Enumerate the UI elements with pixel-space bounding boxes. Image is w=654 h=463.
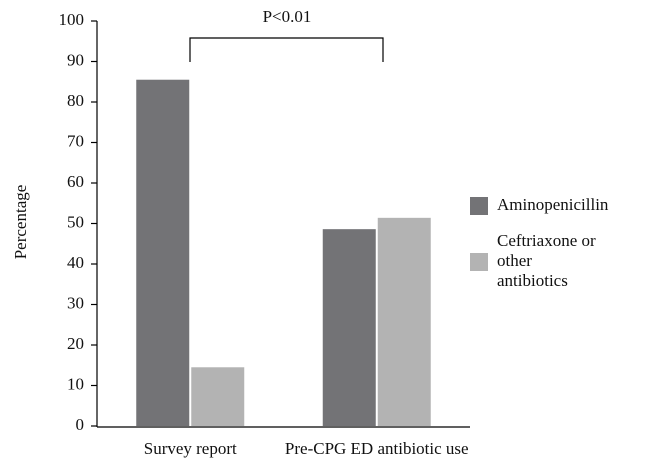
- y-tick-label: 0: [76, 415, 85, 434]
- y-tick-label: 50: [67, 212, 84, 231]
- x-tick-label: Pre-CPG ED antibiotic use: [285, 439, 469, 458]
- bar: [191, 367, 245, 426]
- legend-label: Aminopenicillin: [497, 195, 609, 214]
- annotation: P<0.01: [263, 7, 312, 26]
- y-tick-label: 20: [67, 334, 84, 353]
- bar: [136, 79, 190, 426]
- y-tick-label: 100: [59, 10, 85, 29]
- y-tick-label: 10: [67, 374, 84, 393]
- significance-bracket: [189, 37, 384, 62]
- x-tick-label: Survey report: [144, 439, 237, 458]
- y-tick-label: 90: [67, 50, 84, 69]
- y-axis-label: Percentage: [11, 185, 30, 260]
- y-tick-label: 60: [67, 172, 84, 191]
- y-tick-label: 30: [67, 293, 84, 312]
- y-tick-label: 70: [67, 131, 84, 150]
- legend-swatch: [470, 253, 488, 271]
- legend-label: Ceftriaxone or other antibiotics: [497, 231, 600, 290]
- legend-swatch: [470, 197, 488, 215]
- bar: [322, 229, 376, 426]
- y-tick-label: 40: [67, 253, 84, 272]
- bar: [377, 217, 431, 426]
- y-tick-label: 80: [67, 91, 84, 110]
